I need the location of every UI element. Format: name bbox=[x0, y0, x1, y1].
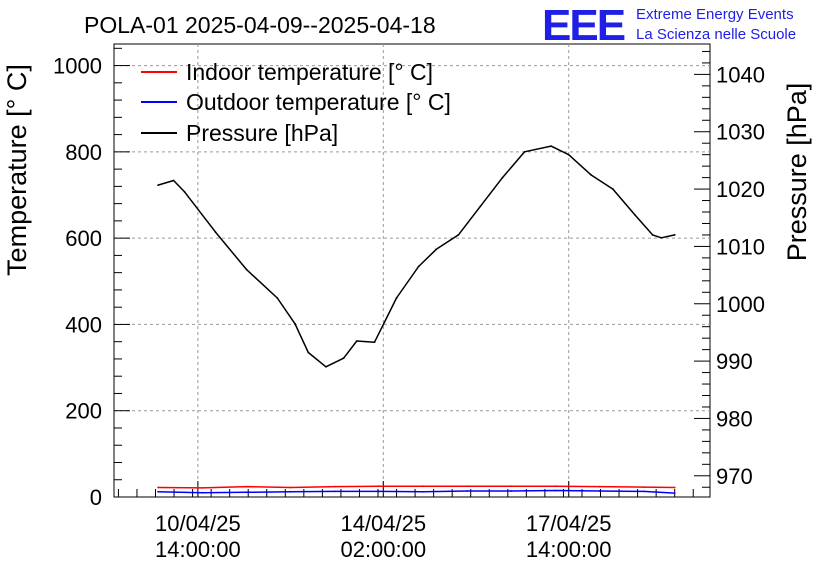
y2-tick-label: 1000 bbox=[716, 292, 765, 317]
y2-tick-label: 1020 bbox=[716, 177, 765, 202]
y2-tick-label: 1010 bbox=[716, 234, 765, 259]
series-group bbox=[157, 145, 676, 494]
data-point-pressure bbox=[651, 234, 654, 236]
y-tick-label: 1000 bbox=[53, 54, 102, 79]
y-tick-label: 600 bbox=[65, 226, 102, 251]
eee-logo-line2: La Scienza nelle Scuole bbox=[636, 26, 796, 43]
data-point-indoor bbox=[289, 486, 292, 489]
data-point-indoor bbox=[378, 485, 380, 488]
data-point-outdoor bbox=[422, 490, 424, 493]
data-point-pressure bbox=[660, 236, 663, 239]
data-point-outdoor bbox=[333, 490, 336, 493]
data-point-pressure bbox=[550, 145, 552, 148]
data-point-pressure bbox=[395, 297, 398, 299]
y-tick-label: 800 bbox=[65, 140, 102, 165]
data-point-outdoor bbox=[157, 490, 160, 493]
x-tick-label-time: 14:00:00 bbox=[155, 537, 241, 562]
data-point-pressure bbox=[183, 191, 186, 193]
data-point-indoor bbox=[333, 485, 336, 488]
data-point-indoor bbox=[510, 485, 513, 488]
x-tick-label-date: 10/04/25 bbox=[155, 511, 241, 536]
data-point-outdoor bbox=[466, 490, 469, 492]
data-point-pressure bbox=[325, 365, 327, 368]
data-point-pressure bbox=[501, 176, 504, 179]
data-point-pressure bbox=[523, 150, 526, 153]
data-point-indoor bbox=[422, 485, 424, 488]
data-point-pressure bbox=[245, 268, 248, 271]
y-tick-label: 200 bbox=[65, 399, 102, 424]
x-tick-label-date: 17/04/25 bbox=[526, 511, 612, 536]
data-point-indoor bbox=[554, 485, 557, 488]
left-axis: 0 200 400 600 800 1000 bbox=[53, 47, 130, 510]
chart-title: POLA-01 2025-04-09--2025-04-18 bbox=[84, 12, 436, 38]
data-point-pressure bbox=[157, 184, 160, 187]
data-point-pressure bbox=[589, 173, 592, 176]
data-point-pressure bbox=[435, 248, 438, 251]
data-point-pressure bbox=[214, 231, 217, 234]
data-point-outdoor bbox=[378, 490, 380, 493]
data-point-outdoor bbox=[642, 490, 645, 493]
y2-tick-label: 1040 bbox=[716, 62, 765, 87]
legend-label-indoor: Indoor temperature [° C] bbox=[186, 59, 433, 85]
data-point-indoor bbox=[245, 485, 248, 488]
data-point-outdoor bbox=[598, 490, 601, 492]
data-point-pressure bbox=[373, 341, 376, 344]
data-point-pressure bbox=[612, 188, 614, 191]
y-tick-label: 0 bbox=[90, 485, 102, 510]
x-tick-label-date: 14/04/25 bbox=[340, 511, 426, 536]
y2-tick-label: 1030 bbox=[716, 120, 765, 145]
legend-label-pressure: Pressure [hPa] bbox=[186, 120, 338, 146]
data-point-pressure bbox=[634, 214, 636, 216]
data-point-pressure bbox=[567, 153, 570, 156]
data-point-pressure bbox=[479, 205, 482, 208]
data-point-pressure bbox=[294, 322, 296, 325]
y-axis-label: Temperature [° C] bbox=[2, 64, 32, 276]
data-point-indoor bbox=[642, 486, 645, 488]
data-point-pressure bbox=[355, 340, 358, 342]
data-point-outdoor bbox=[289, 490, 292, 493]
plot-frame bbox=[113, 43, 711, 498]
data-point-pressure bbox=[276, 297, 279, 299]
data-point-outdoor bbox=[201, 491, 204, 494]
y2-tick-label: 980 bbox=[716, 406, 753, 431]
data-point-outdoor bbox=[245, 491, 248, 494]
right-axis: 970 980 990 1000 1010 1020 1030 1040 bbox=[694, 50, 765, 489]
data-point-pressure bbox=[673, 234, 676, 236]
legend-label-outdoor: Outdoor temperature [° C] bbox=[186, 89, 451, 115]
data-point-pressure bbox=[307, 351, 310, 354]
eee-logo-text: EEE bbox=[542, 1, 625, 50]
y-tick-label: 400 bbox=[65, 312, 102, 337]
eee-logo-line1: Extreme Energy Events bbox=[636, 6, 794, 23]
data-point-indoor bbox=[157, 486, 160, 489]
data-point-indoor bbox=[201, 487, 204, 489]
data-point-pressure bbox=[457, 234, 460, 236]
bottom-axis: 10/04/2514:00:0014/04/2502:00:0017/04/25… bbox=[117, 481, 694, 562]
data-point-pressure bbox=[417, 265, 420, 268]
data-point-pressure bbox=[172, 179, 175, 182]
x-tick-label-time: 02:00:00 bbox=[340, 537, 426, 562]
data-point-outdoor bbox=[510, 490, 513, 492]
legend: Indoor temperature [° C] Outdoor tempera… bbox=[141, 59, 451, 146]
data-point-outdoor bbox=[554, 489, 557, 492]
data-point-indoor bbox=[673, 486, 676, 489]
y2-axis-label: Pressure [hPa] bbox=[782, 83, 812, 262]
data-point-indoor bbox=[466, 485, 469, 488]
data-point-outdoor bbox=[673, 492, 676, 494]
y2-tick-label: 970 bbox=[716, 464, 753, 489]
eee-logo: EEE Extreme Energy Events La Scienza nel… bbox=[542, 1, 796, 50]
y2-tick-label: 990 bbox=[716, 349, 753, 374]
data-point-indoor bbox=[598, 485, 601, 488]
data-point-pressure bbox=[342, 357, 345, 360]
x-tick-label-time: 14:00:00 bbox=[526, 537, 612, 562]
